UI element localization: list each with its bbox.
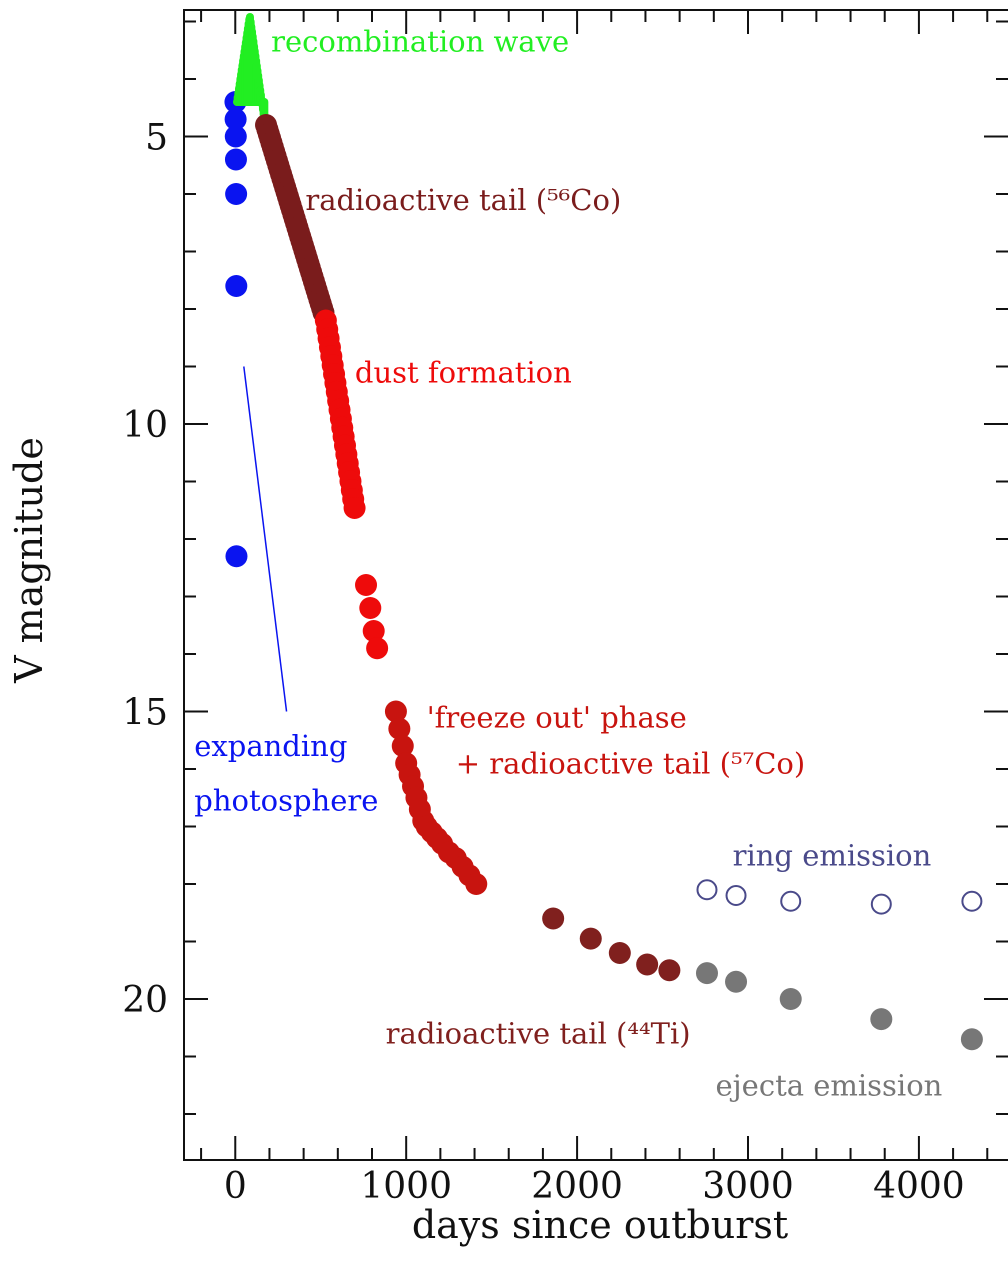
point-brown — [658, 959, 681, 982]
point-brown — [608, 942, 631, 964]
point-red — [362, 620, 385, 642]
annotation-label: 'freeze out' phase — [427, 700, 687, 734]
annotation-label: ring emission — [733, 838, 932, 872]
plot-frame — [183, 9, 1008, 1161]
x-tick-label: 2000 — [531, 1166, 623, 1207]
point-red — [366, 637, 389, 660]
annotation-label: radioactive tail (⁵⁶Co) — [305, 183, 621, 217]
x-tick-label: 0 — [224, 1166, 247, 1207]
point-blue — [224, 108, 247, 131]
point-blue — [224, 148, 247, 171]
point-red — [359, 597, 382, 619]
point-ring — [696, 879, 718, 901]
point-brown — [579, 927, 602, 950]
y-tick-label: 20 — [122, 980, 168, 1021]
point-blue — [225, 275, 248, 297]
y-axis-label: V magnitude — [7, 437, 51, 684]
point-ring — [780, 890, 802, 912]
point-gray — [870, 1008, 893, 1031]
annotation-label: ejecta emission — [716, 1068, 943, 1102]
annotation-label: expanding — [194, 729, 347, 763]
axes: 0 1000 2000 3000 4000 5 10 15 20 — [122, 9, 1008, 1207]
point-blue — [225, 183, 248, 205]
x-tick-label: 1000 — [360, 1166, 452, 1207]
point-crimson — [388, 717, 411, 740]
annotation-label: radioactive tail (⁴⁴Ti) — [386, 1017, 691, 1051]
point-blue — [224, 125, 247, 148]
x-tick-label: 3000 — [702, 1166, 794, 1207]
point-brown — [636, 953, 659, 976]
annotation-label: recombination wave — [271, 25, 569, 59]
point-ring — [870, 893, 892, 915]
point-crimson — [465, 873, 488, 895]
annotation-label: dust formation — [355, 355, 572, 389]
point-gray — [725, 970, 748, 993]
point-red — [343, 497, 366, 520]
point-crimson — [391, 735, 414, 757]
point-gray — [960, 1028, 983, 1051]
annotation-label: + radioactive tail (⁵⁷Co) — [456, 746, 805, 780]
point-brown — [542, 907, 565, 930]
y-tick-label: 15 — [122, 693, 168, 734]
data-series — [224, 12, 983, 1051]
point-ring — [725, 885, 747, 906]
x-tick-label: 4000 — [873, 1166, 965, 1207]
point-red — [355, 574, 378, 596]
point-gray — [779, 988, 802, 1010]
point-gray — [695, 962, 718, 985]
point-ring — [961, 890, 983, 912]
annotation-label: photosphere — [194, 784, 378, 818]
photosphere-line — [243, 366, 288, 712]
point-blue — [225, 545, 248, 568]
point-crimson — [384, 700, 407, 723]
annotations: recombination wave radioactive tail (⁵⁶Co… — [194, 25, 942, 1103]
x-axis-label: days since outburst — [412, 1203, 788, 1247]
y-tick-label: 5 — [145, 118, 168, 159]
y-tick-label: 10 — [122, 405, 168, 446]
